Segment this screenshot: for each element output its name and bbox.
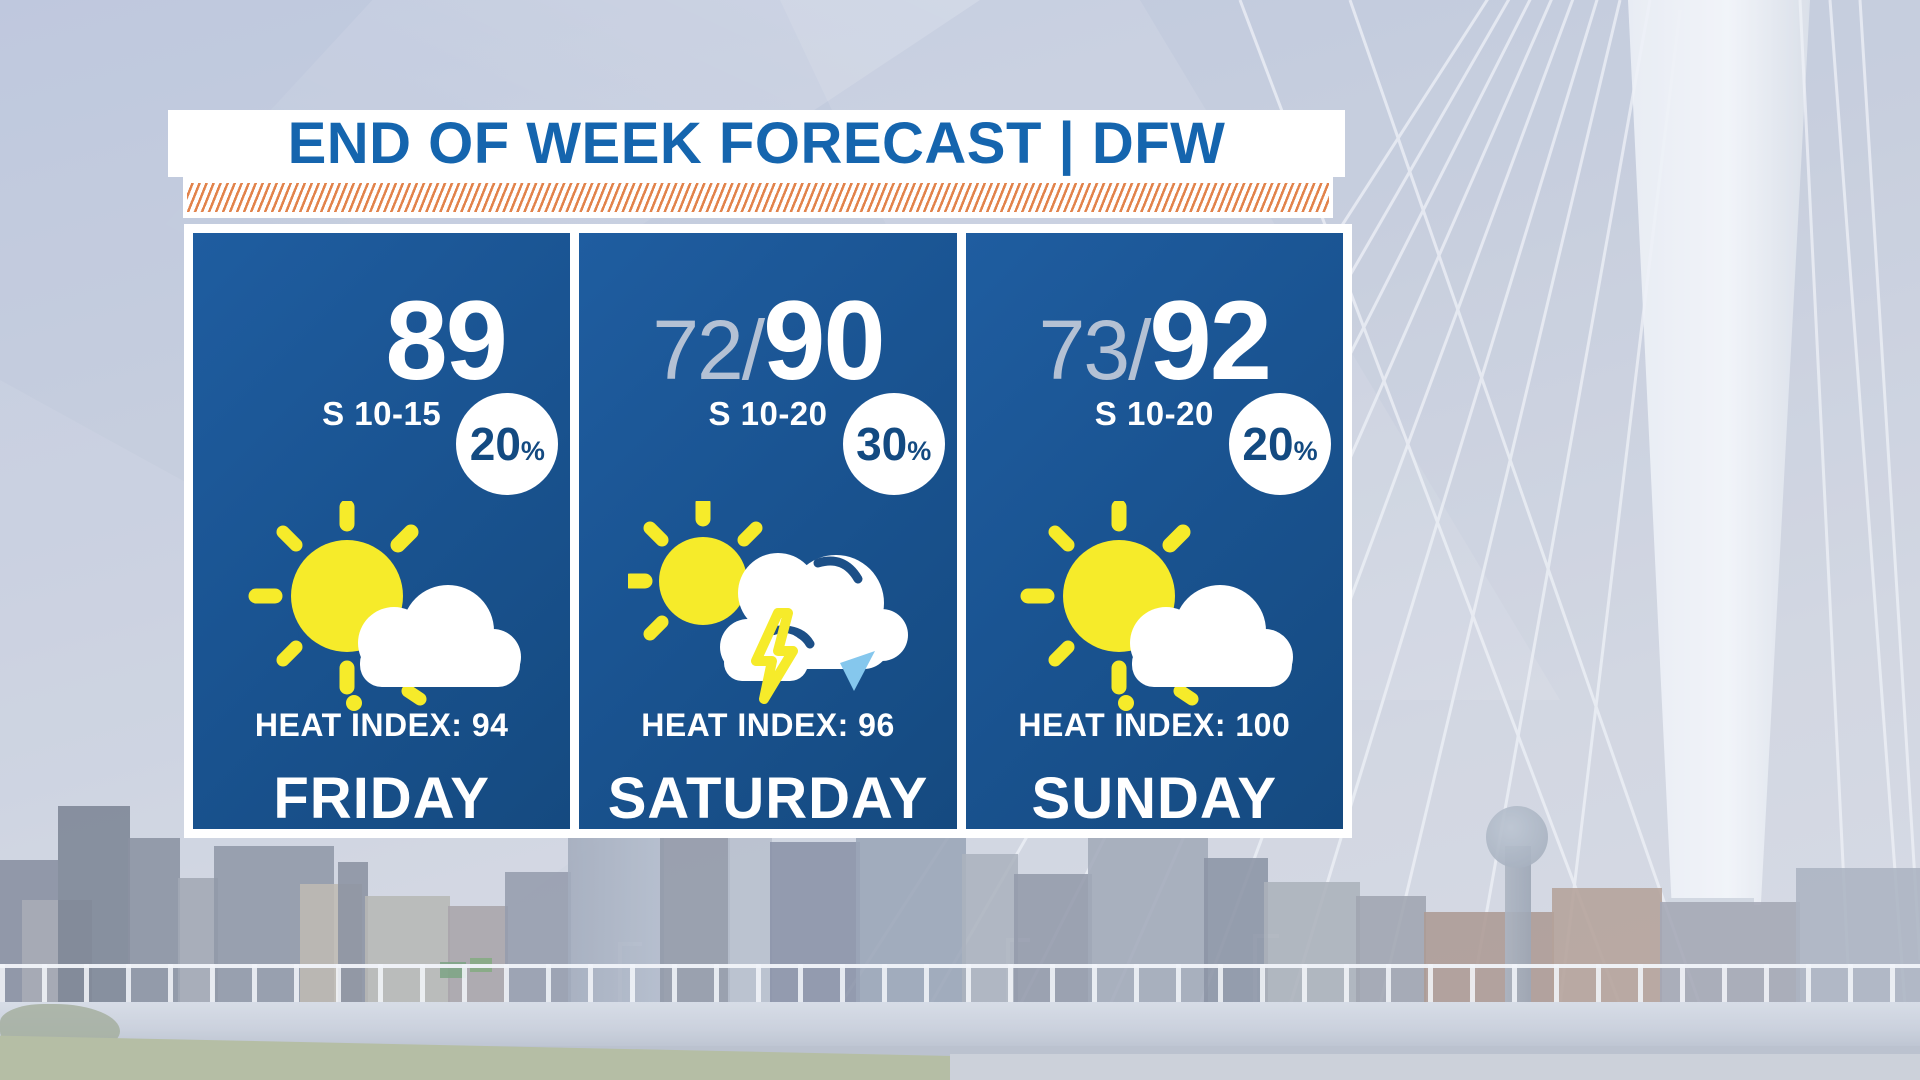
day-label: FRIDAY: [273, 766, 490, 831]
percent-sign: %: [1293, 436, 1318, 466]
precip-value: 20: [1242, 418, 1294, 470]
low-temp: 73/: [1038, 303, 1152, 397]
heat-index-text: HEAT INDEX: 96: [641, 707, 895, 743]
high-temp: 90: [763, 278, 886, 403]
bridge-deck: [0, 1002, 1920, 1046]
precip-value: 20: [469, 418, 521, 470]
lightning-icon: [750, 608, 798, 704]
thunderstorm-icon: [622, 495, 908, 713]
page-title: END OF WEEK FORECAST | DFW: [287, 111, 1226, 176]
heat-index-text: HEAT INDEX: 100: [1018, 707, 1291, 743]
high-temp: 89: [385, 278, 508, 403]
title-bar: END OF WEEK FORECAST | DFW: [168, 110, 1345, 177]
raindrop-icon: [839, 651, 875, 691]
high-temp: 92: [1149, 278, 1272, 403]
reunion-tower-ball: [1486, 806, 1548, 868]
wind-text: S 10-20: [1094, 395, 1214, 432]
cloud-shape: [357, 585, 521, 687]
cloud-shape: [1130, 585, 1294, 687]
partly-cloudy-icon: [242, 499, 522, 713]
back-cloud-shape: [737, 553, 908, 669]
precip-text: 20%: [1242, 421, 1317, 467]
sun-icon: [658, 537, 747, 625]
percent-sign: %: [907, 436, 932, 466]
bridge-railing: [0, 964, 1920, 1002]
forecast-cards: 89 S 10-15 20%: [184, 224, 1352, 838]
precip-text: 20%: [470, 421, 545, 467]
forecast-card-sunday: 73/ 92 S 10-20 20%: [965, 233, 1343, 831]
temps-row: 72/ 90: [579, 285, 956, 397]
cloud-outline-detail: [813, 556, 863, 584]
precip-value: 30: [856, 418, 908, 470]
precip-chance-badge: 20%: [1228, 393, 1331, 495]
wind-text: S 10-15: [322, 395, 442, 432]
hatched-stripe: [183, 177, 1333, 218]
precip-text: 30%: [856, 421, 931, 467]
day-label: SATURDAY: [607, 766, 929, 831]
wind-text: S 10-20: [708, 395, 828, 432]
sun-rays: [622, 495, 763, 641]
forecast-card-friday: 89 S 10-15 20%: [193, 233, 571, 831]
precip-chance-badge: 30%: [842, 393, 945, 495]
temps-row: 73/ 92: [966, 285, 1343, 397]
low-temp: 72/: [652, 303, 765, 397]
road: [950, 1054, 1920, 1080]
percent-sign: %: [520, 436, 545, 466]
heat-index-text: HEAT INDEX: 94: [254, 707, 509, 743]
precip-chance-badge: 20%: [456, 393, 559, 495]
day-label: SUNDAY: [1031, 766, 1278, 831]
temps-row: 89: [257, 285, 634, 397]
hatch-pattern: [187, 183, 1329, 212]
partly-cloudy-icon: [1014, 499, 1294, 713]
forecast-card-saturday: 72/ 90 S 10-20 30%: [579, 233, 957, 831]
